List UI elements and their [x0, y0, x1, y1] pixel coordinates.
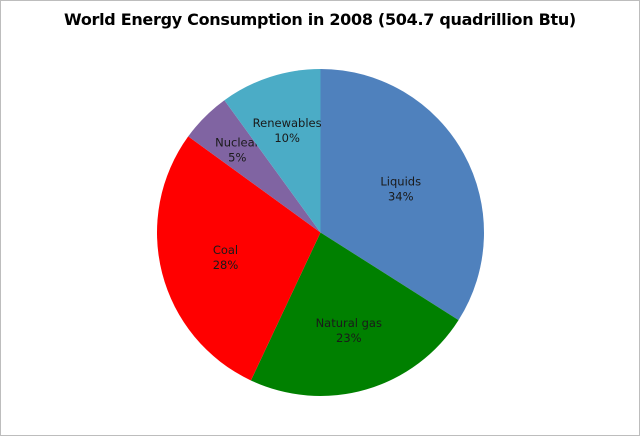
chart-title: World Energy Consumption in 2008 (504.7 …	[64, 10, 576, 29]
pie-slice-renewables	[224, 69, 321, 233]
pie-slice-coal	[156, 136, 321, 381]
data-label: Nuclear 5%	[215, 135, 260, 164]
pie-slice-liquids	[320, 69, 484, 321]
pie-slice-natural-gas	[250, 232, 459, 396]
pie-slice-nuclear	[188, 100, 321, 233]
data-label: Liquids 34%	[380, 174, 421, 203]
data-label: Coal 28%	[213, 243, 239, 272]
data-label: Renewables 10%	[253, 116, 322, 145]
data-label: Natural gas 23%	[316, 316, 382, 345]
